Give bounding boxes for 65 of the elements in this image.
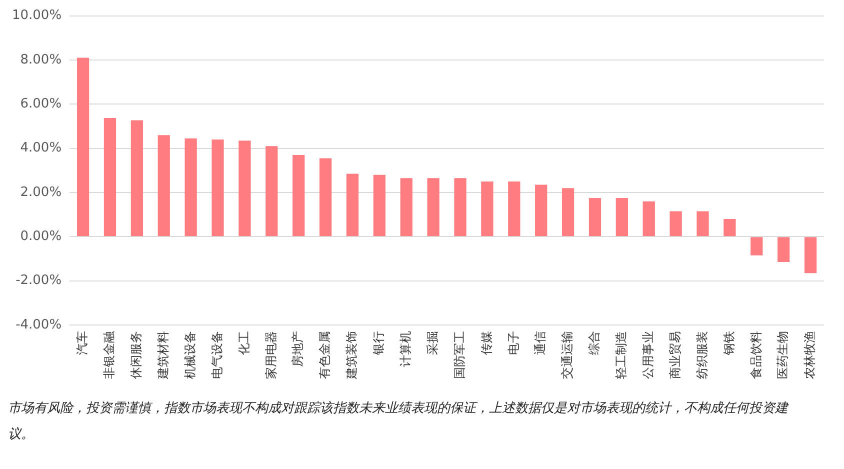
y-tick-label: -2.00% xyxy=(16,273,62,288)
x-tick-label: 电气设备 xyxy=(210,331,224,379)
bar xyxy=(454,178,466,236)
x-tick-label: 建筑装饰 xyxy=(344,331,359,380)
x-tick-label: 电子 xyxy=(506,331,520,355)
bar xyxy=(696,211,709,236)
bar xyxy=(400,178,412,236)
x-tick-label: 机械设备 xyxy=(182,331,197,379)
bar xyxy=(104,118,116,236)
bar xyxy=(212,139,224,236)
bar xyxy=(427,178,440,236)
x-tick-label: 轻工制造 xyxy=(614,331,628,379)
x-tick-label: 商业贸易 xyxy=(668,331,682,379)
x-tick-label: 医药生物 xyxy=(776,331,790,379)
bar xyxy=(588,198,602,236)
x-tick-label: 计算机 xyxy=(398,331,412,367)
bar xyxy=(184,138,197,236)
x-tick-label: 食品饮料 xyxy=(748,331,763,379)
bar xyxy=(750,237,763,256)
x-tick-label: 传媒 xyxy=(479,331,494,355)
bar xyxy=(724,218,736,236)
x-tick-label: 有色金属 xyxy=(318,331,332,379)
y-tick-label: 6.00% xyxy=(20,96,62,112)
y-tick-label: 8.00% xyxy=(20,52,62,68)
bar xyxy=(778,237,790,262)
y-tick-label: 2.00% xyxy=(20,184,62,200)
y-tick-label: -4.00% xyxy=(16,317,62,332)
x-tick-label: 交通运输 xyxy=(560,331,574,379)
x-tick-label: 家用电器 xyxy=(264,331,278,379)
bar xyxy=(535,184,548,236)
x-tick-label: 综合 xyxy=(587,331,602,355)
bar xyxy=(373,174,386,236)
x-tick-label: 通信 xyxy=(533,331,548,355)
text: 市场有风险，投资需谨慎，指数市场表现不构成对跟踪该指数未来业绩表现的保证，上述数据仅是对市场表现的统计，不构成任何投资建议。 xyxy=(8,400,788,444)
x-tick-label: 钢铁 xyxy=(722,331,736,356)
x-tick-label: 汽车 xyxy=(75,331,90,355)
bar xyxy=(670,211,682,236)
x-tick-label: 银行 xyxy=(372,331,386,356)
x-tick-label: 公用事业 xyxy=(640,331,655,379)
x-tick-label: 非银金融 xyxy=(102,331,116,379)
bar xyxy=(616,198,628,236)
y-tick-label: 0.00% xyxy=(20,229,62,244)
x-tick-label: 房地产 xyxy=(290,331,305,367)
bar xyxy=(508,181,520,236)
x-tick-label: 国防军工 xyxy=(452,331,466,379)
x-tick-label: 纺织服装 xyxy=(694,331,709,379)
y-tick-label: 4.00% xyxy=(20,140,62,156)
bar xyxy=(346,174,359,236)
bar xyxy=(76,58,90,236)
bar xyxy=(238,140,251,236)
bar xyxy=(481,181,494,236)
bar xyxy=(319,158,332,236)
bar xyxy=(130,120,143,236)
bar xyxy=(266,146,278,236)
bar xyxy=(562,188,574,236)
bar xyxy=(804,237,817,274)
x-tick-label: 化工 xyxy=(236,331,251,355)
bar xyxy=(642,201,655,236)
x-tick-label: 采掘 xyxy=(425,331,440,355)
x-tick-label: 农林牧渔 xyxy=(802,331,817,379)
bar xyxy=(158,135,170,236)
x-tick-label: 休闲服务 xyxy=(129,331,144,379)
bar xyxy=(292,154,305,236)
x-tick-label: 建筑材料 xyxy=(156,331,170,380)
y-tick-label: 10.00% xyxy=(12,8,62,24)
